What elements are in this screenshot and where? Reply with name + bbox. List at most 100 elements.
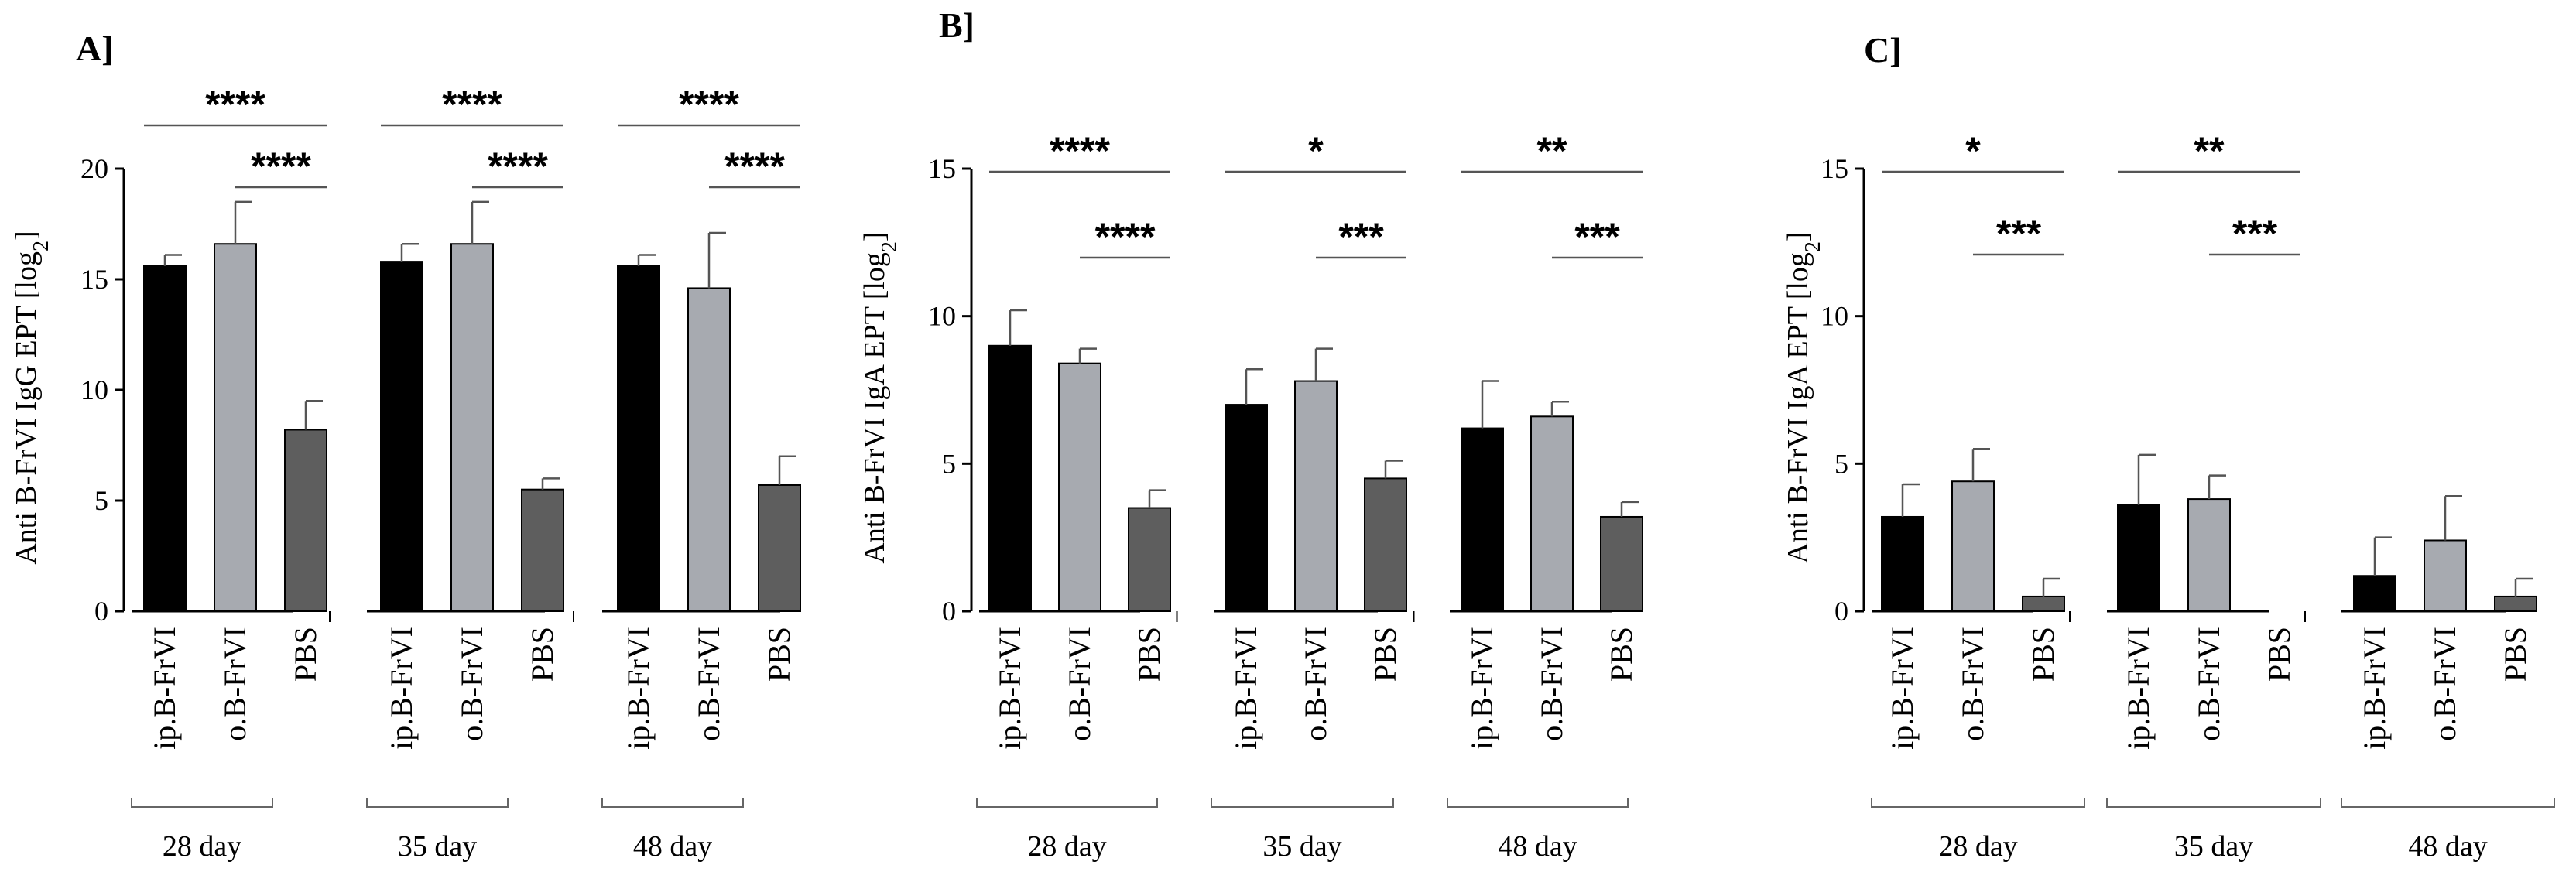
bar-ip-b-frvi-48-day — [1461, 427, 1504, 612]
x-category-label: PBS — [2026, 627, 2060, 682]
panel-letter: A] — [76, 29, 114, 68]
bar-ip-b-frvi-28-day — [143, 265, 187, 612]
group-bracket — [1871, 798, 2085, 808]
x-category-label: PBS — [1368, 627, 1403, 682]
bar-ip-b-frvi-48-day — [617, 265, 660, 612]
bar-pbs-35-day — [1364, 477, 1407, 613]
y-axis-title-close: ] — [10, 231, 43, 241]
bar-o-b-frvi-48-day — [2424, 539, 2467, 612]
x-category-label: ip.B-FrVI — [1464, 627, 1499, 750]
bar-ip-b-frvi-35-day — [380, 261, 423, 612]
x-category-label: o.B-FrVI — [1062, 627, 1097, 741]
x-category-label: PBS — [525, 627, 560, 682]
x-category-label: o.B-FrVI — [2427, 627, 2462, 741]
x-group-label: 48 day — [1498, 830, 1577, 863]
bar-pbs-28-day — [2022, 595, 2065, 613]
x-category-label: o.B-FrVI — [218, 627, 252, 741]
x-category-label: o.B-FrVI — [691, 627, 726, 741]
bar-o-b-frvi-48-day — [687, 287, 731, 612]
x-category-label: PBS — [2262, 627, 2297, 682]
x-group-label: 28 day — [1938, 830, 2017, 863]
x-category-label: PBS — [288, 627, 323, 682]
bar-ip-b-frvi-28-day — [988, 344, 1032, 612]
bar-o-b-frvi-35-day — [1294, 380, 1338, 612]
significance-label: **** — [679, 83, 739, 126]
y-axis-title: Anti B-FrVI IgG EPT [log2] — [10, 231, 53, 564]
y-tick-label: 0 — [1834, 596, 1848, 627]
bar-pbs-35-day — [521, 488, 564, 613]
significance-label: *** — [1996, 212, 2042, 255]
x-category-label: ip.B-FrVI — [1885, 627, 1920, 750]
significance-label: *** — [1338, 215, 1384, 258]
y-axis-title-close: ] — [858, 231, 891, 241]
y-axis-title-subscript: 2 — [29, 241, 53, 251]
group-bracket — [1447, 798, 1629, 808]
y-tick-label: 10 — [928, 301, 956, 332]
x-category-label: PBS — [1132, 627, 1166, 682]
y-axis-title-subscript: 2 — [1801, 241, 1825, 252]
y-axis-title-close: ] — [1782, 231, 1814, 241]
group-bracket — [131, 798, 273, 808]
bar-ip-b-frvi-35-day — [1225, 404, 1268, 612]
significance-label: **** — [1050, 129, 1110, 173]
x-category-label: ip.B-FrVI — [147, 627, 182, 750]
significance-label: **** — [724, 145, 785, 188]
x-category-label: ip.B-FrVI — [1228, 627, 1263, 750]
x-category-label: PBS — [762, 627, 796, 682]
bar-ip-b-frvi-48-day — [2353, 575, 2396, 612]
x-category-label: ip.B-FrVI — [621, 627, 656, 750]
x-category-label: ip.B-FrVI — [2121, 627, 2156, 750]
significance-label: **** — [442, 83, 502, 126]
group-bracket — [976, 798, 1158, 808]
group-bracket — [366, 798, 509, 808]
y-axis-title-main: Anti B-FrVI IgG EPT [log — [10, 251, 43, 565]
bar-o-b-frvi-35-day — [2187, 498, 2231, 612]
significance-label: **** — [488, 145, 548, 188]
group-bracket — [601, 798, 744, 808]
x-category-label: PBS — [2498, 627, 2533, 682]
bar-pbs-28-day — [284, 429, 327, 612]
y-tick-label: 15 — [1821, 153, 1848, 184]
significance-label: *** — [2232, 212, 2278, 255]
bar-pbs-48-day — [758, 484, 801, 612]
significance-label: **** — [251, 145, 311, 188]
bar-pbs-48-day — [2494, 595, 2537, 613]
significance-label: * — [1965, 129, 1981, 173]
group-bracket — [2341, 798, 2555, 808]
x-category-label: ip.B-FrVI — [384, 627, 419, 750]
x-group-label: 48 day — [633, 830, 712, 863]
x-group-label: 48 day — [2408, 830, 2487, 863]
bar-o-b-frvi-35-day — [450, 243, 494, 612]
panel-letter: C] — [1864, 30, 1902, 70]
y-axis-title-subscript: 2 — [878, 241, 902, 252]
x-group-label: 35 day — [2174, 830, 2253, 863]
x-group-label: 35 day — [398, 830, 477, 863]
y-tick-label: 5 — [1834, 448, 1848, 479]
y-axis-title: Anti B-FrVI IgA EPT [log2] — [858, 231, 902, 563]
panel-letter: B] — [939, 5, 975, 45]
y-axis-title: Anti B-FrVI IgA EPT [log2] — [1782, 231, 1825, 563]
y-tick-label: 0 — [94, 596, 108, 627]
bar-ip-b-frvi-28-day — [1881, 515, 1924, 612]
x-group-label: 35 day — [1262, 830, 1341, 863]
x-category-label: o.B-FrVI — [454, 627, 489, 741]
significance-label: ** — [1537, 129, 1567, 173]
x-category-label: o.B-FrVI — [2191, 627, 2226, 741]
significance-label: **** — [205, 83, 265, 126]
bar-o-b-frvi-28-day — [1058, 362, 1101, 612]
group-bracket — [2106, 798, 2321, 808]
x-category-label: o.B-FrVI — [1534, 627, 1569, 741]
y-tick-label: 10 — [80, 374, 108, 405]
x-group-label: 28 day — [1027, 830, 1106, 863]
significance-label: **** — [1095, 215, 1156, 258]
x-category-label: o.B-FrVI — [1955, 627, 1990, 741]
y-tick-label: 5 — [94, 485, 108, 516]
significance-label: *** — [1574, 215, 1620, 258]
y-tick-label: 10 — [1821, 301, 1848, 332]
significance-label: ** — [2194, 129, 2225, 173]
bar-o-b-frvi-28-day — [214, 243, 257, 612]
x-category-label: PBS — [1604, 627, 1639, 682]
significance-label: * — [1308, 129, 1324, 173]
chart-panel-1: A] 0 5 10 15 20 Anti B-FrVI IgG EPT [log2] ip.B… — [10, 29, 801, 863]
